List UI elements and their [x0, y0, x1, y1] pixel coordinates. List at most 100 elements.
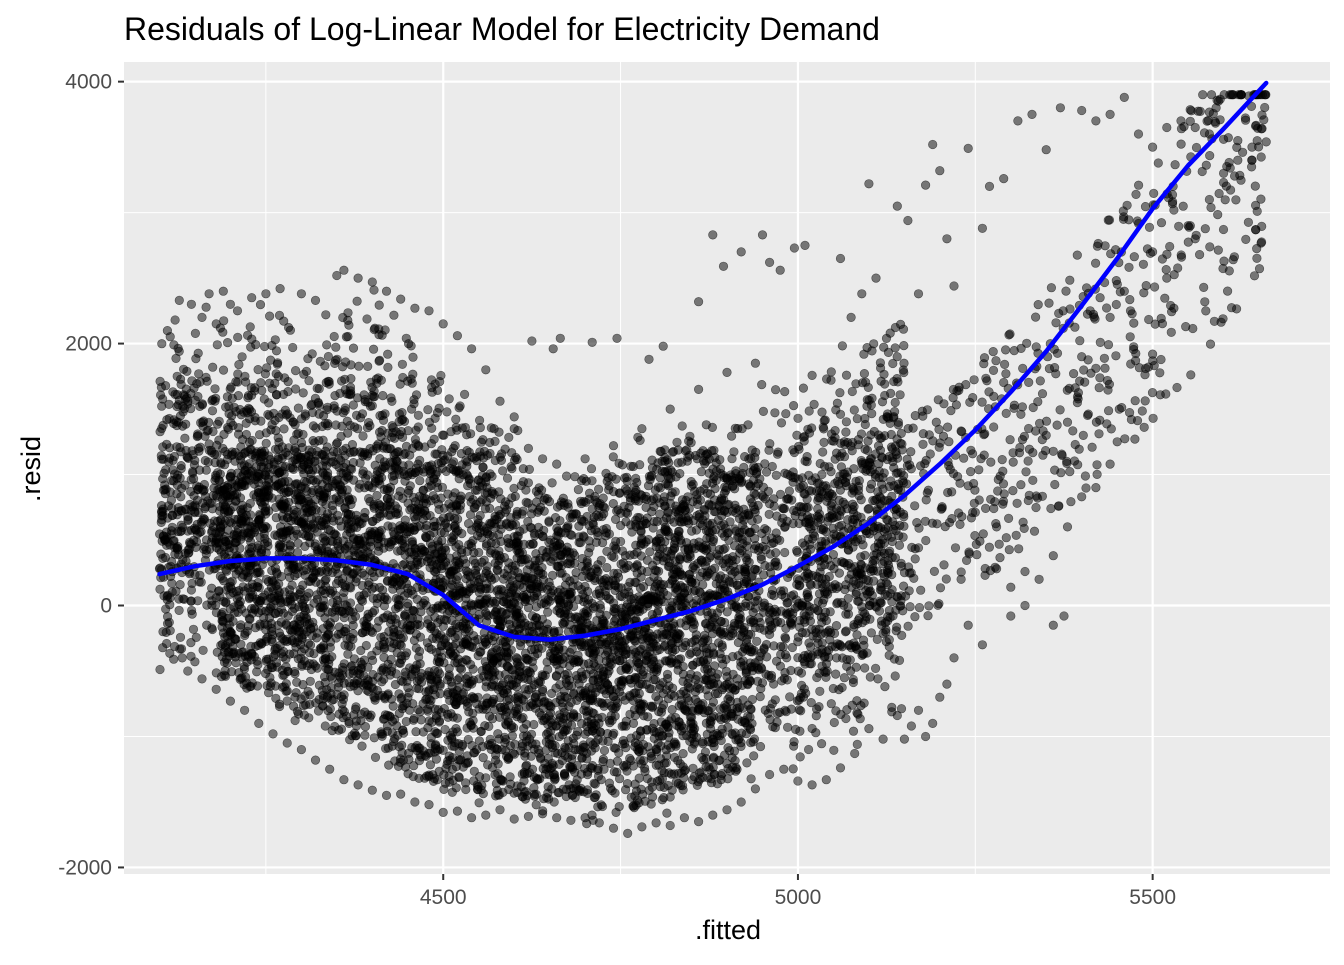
scatter-point — [256, 622, 265, 631]
scatter-point — [785, 693, 794, 702]
scatter-point — [161, 553, 170, 562]
scatter-point — [895, 541, 904, 550]
scatter-point — [842, 418, 851, 427]
scatter-point — [452, 415, 461, 424]
scatter-point — [396, 487, 405, 496]
scatter-point — [363, 423, 372, 432]
scatter-point — [157, 383, 166, 392]
scatter-point — [772, 471, 781, 480]
scatter-point — [244, 404, 253, 413]
scatter-point — [880, 391, 889, 400]
scatter-point — [788, 643, 797, 652]
scatter-point — [404, 339, 413, 348]
scatter-point — [219, 366, 228, 375]
scatter-point — [349, 401, 358, 410]
scatter-point — [848, 500, 857, 509]
scatter-point — [762, 468, 771, 477]
scatter-point — [264, 410, 273, 419]
scatter-point — [756, 742, 765, 751]
scatter-point — [767, 671, 776, 680]
scatter-point — [790, 448, 799, 457]
scatter-point — [343, 429, 352, 438]
scatter-point — [302, 367, 311, 376]
scatter-point — [389, 702, 398, 711]
scatter-point — [789, 591, 798, 600]
scatter-point — [265, 312, 274, 321]
scatter-point — [170, 341, 179, 350]
scatter-point — [858, 378, 867, 387]
scatter-point — [256, 300, 265, 309]
scatter-point — [660, 642, 669, 651]
scatter-point — [785, 487, 794, 496]
scatter-point — [520, 525, 529, 534]
scatter-point — [491, 437, 500, 446]
scatter-point — [858, 651, 867, 660]
scatter-point — [205, 566, 214, 575]
scatter-point — [345, 390, 354, 399]
scatter-point — [891, 553, 900, 562]
scatter-point — [554, 562, 563, 571]
scatter-point — [497, 537, 506, 546]
scatter-point — [532, 801, 541, 810]
scatter-point — [369, 345, 378, 354]
scatter-point — [848, 387, 857, 396]
scatter-point — [839, 498, 848, 507]
scatter-point — [235, 360, 244, 369]
scatter-point — [572, 568, 581, 577]
scatter-point — [452, 543, 461, 552]
scatter-point — [762, 640, 771, 649]
scatter-point — [477, 727, 486, 736]
scatter-point — [272, 390, 281, 399]
scatter-point — [784, 610, 793, 619]
scatter-point — [264, 399, 273, 408]
scatter-point — [562, 472, 571, 481]
scatter-point — [609, 599, 618, 608]
scatter-point — [885, 642, 894, 651]
scatter-point — [804, 425, 813, 434]
scatter-point — [642, 503, 651, 512]
scatter-point — [749, 752, 758, 761]
scatter-point — [816, 687, 825, 696]
scatter-point — [321, 362, 330, 371]
scatter-point — [812, 705, 821, 714]
scatter-point — [188, 377, 197, 386]
scatter-point — [437, 371, 446, 380]
scatter-point — [717, 617, 726, 626]
scatter-point — [820, 416, 829, 425]
scatter-point — [189, 474, 198, 483]
scatter-point — [773, 562, 782, 571]
scatter-point — [371, 324, 380, 333]
scatter-point — [799, 384, 808, 393]
scatter-point — [829, 524, 838, 533]
scatter-point — [194, 485, 203, 494]
scatter-point — [427, 424, 436, 433]
scatter-point — [176, 474, 185, 483]
scatter-point — [445, 395, 454, 404]
scatter-point — [232, 377, 241, 386]
scatter-point — [779, 514, 788, 523]
scatter-point — [777, 419, 786, 428]
scatter-point — [397, 427, 406, 436]
scatter-point — [341, 375, 350, 384]
scatter-point — [243, 331, 252, 340]
scatter-point — [838, 342, 847, 351]
scatter-point — [322, 500, 331, 509]
scatter-point — [842, 428, 851, 437]
scatter-point — [262, 439, 271, 448]
scatter-point — [163, 612, 172, 621]
scatter-point — [196, 571, 205, 580]
scatter-point — [193, 432, 202, 441]
scatter-point — [900, 341, 909, 350]
scatter-point — [841, 440, 850, 449]
scatter-point — [663, 809, 672, 818]
scatter-point — [830, 718, 839, 727]
scatter-point — [762, 545, 771, 554]
scatter-point — [831, 670, 840, 679]
scatter-point — [673, 438, 682, 447]
scatter-point — [688, 614, 697, 623]
scatter-point — [158, 512, 167, 521]
scatter-point — [346, 421, 355, 430]
scatter-point — [383, 350, 392, 359]
scatter-point — [866, 673, 875, 682]
scatter-point — [795, 706, 804, 715]
